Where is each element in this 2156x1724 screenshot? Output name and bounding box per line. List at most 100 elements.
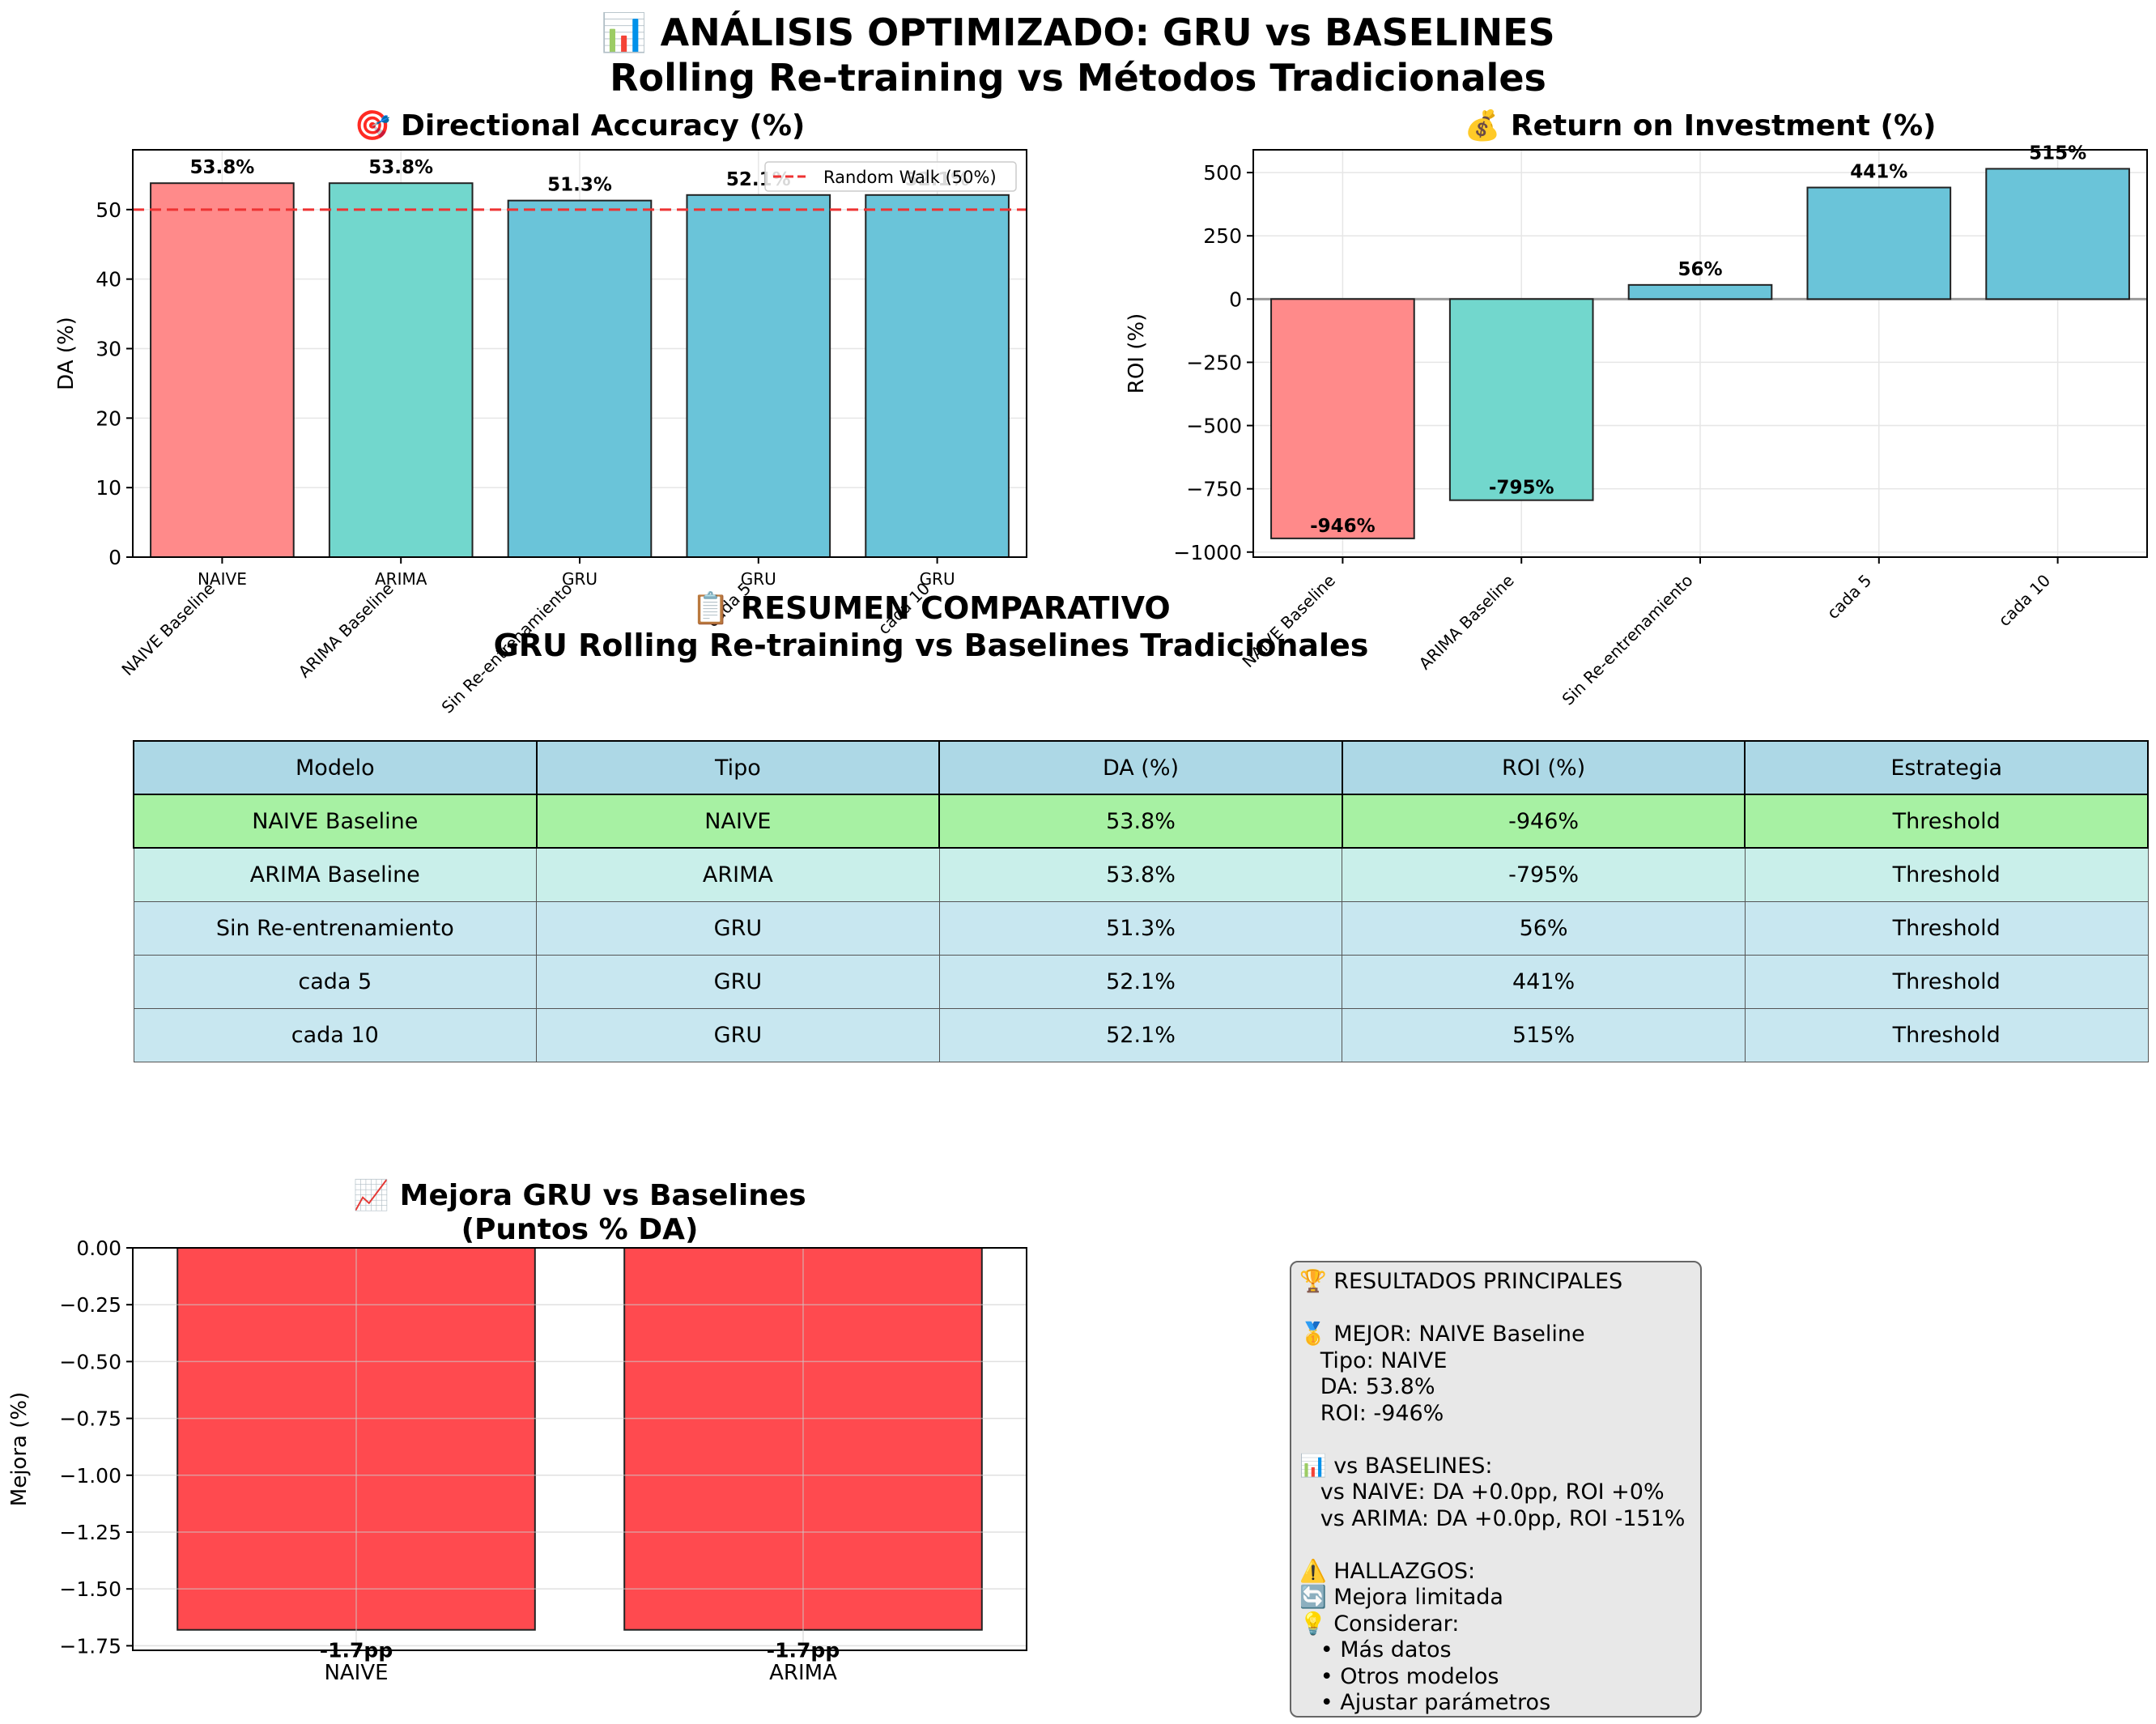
da-bar bbox=[686, 194, 831, 558]
table-cell: Sin Re-entrenamiento bbox=[133, 900, 538, 956]
mejora-bar-chart: 0.00 −0.25 −0.50 −0.75 −1.00 −1.25 −1.50 −1.75 M… bbox=[7, 1237, 1027, 1685]
y-tick-label: 250 bbox=[1203, 224, 1242, 248]
summary-title: 📋 RESUMEN COMPARATIVO GRU Rolling Re-tra… bbox=[0, 590, 1862, 664]
da-data-label: 51.3% bbox=[547, 175, 612, 196]
da-bar bbox=[507, 199, 653, 559]
roi-bar-chart: -946% -795% 56% 441% 515% −1000 −750 −500 −250 0 2… bbox=[1125, 143, 2148, 709]
y-axis-label: DA (%) bbox=[54, 317, 79, 390]
y-tick-label: −0.50 bbox=[59, 1350, 121, 1373]
main-title: 📊 ANÁLISIS OPTIMIZADO: GRU vs BASELINES … bbox=[0, 10, 2156, 100]
y-tick-label: 20 bbox=[96, 407, 121, 430]
table-cell: Threshold bbox=[1744, 900, 2149, 956]
y-tick-label: −1.00 bbox=[59, 1464, 121, 1488]
roi-data-label: 56% bbox=[1678, 259, 1722, 280]
y-tick-label: −1.25 bbox=[59, 1521, 121, 1544]
roi-data-label: -795% bbox=[1489, 478, 1554, 499]
table-cell: GRU bbox=[536, 954, 940, 1009]
table-cell: cada 5 bbox=[133, 954, 538, 1009]
table-column-header: Modelo bbox=[133, 740, 538, 795]
roi-bar bbox=[1627, 283, 1773, 300]
table-row: NAIVE Baseline NAIVE 53.8% -946% Threshold bbox=[133, 794, 2149, 849]
table-cell: Threshold bbox=[1744, 847, 2149, 902]
table-cell: 53.8% bbox=[938, 847, 1343, 902]
x-tick-label-top: NAIVE bbox=[198, 569, 247, 589]
mejora-title-line-1: 📈 Mejora GRU vs Baselines bbox=[353, 1179, 806, 1212]
da-bar-chart: 53.8%53.8%51.3%52.1%52.1%Random Walk (50… bbox=[54, 149, 1027, 717]
table-row: cada 5 GRU 52.1% 441% Threshold bbox=[133, 954, 2149, 1009]
table-column-header: DA (%) bbox=[938, 740, 1343, 795]
y-tick-label: 50 bbox=[96, 198, 121, 222]
da-chart-title: 🎯 Directional Accuracy (%) bbox=[354, 109, 806, 143]
table-row: ARIMA Baseline ARIMA 53.8% -795% Threshold bbox=[133, 847, 2149, 902]
table-cell: GRU bbox=[536, 900, 940, 956]
mejora-chart-title: 📈 Mejora GRU vs Baselines (Puntos % DA) bbox=[133, 1179, 1027, 1247]
roi-bar bbox=[1270, 298, 1415, 539]
table-row: cada 10 GRU 52.1% 515% Threshold bbox=[133, 1007, 2149, 1062]
x-tick-label-top: GRU bbox=[920, 569, 955, 589]
results-summary-box: 🏆 RESULTADOS PRINCIPALES 🥇 MEJOR: NAIVE … bbox=[1290, 1261, 1702, 1718]
x-tick-label-top: GRU bbox=[741, 569, 776, 589]
table-cell: -795% bbox=[1342, 847, 1746, 902]
table-cell: Threshold bbox=[1744, 1007, 2149, 1062]
summary-table: Modelo Tipo DA (%) ROI (%) Estrategia NAIVE … bbox=[133, 740, 2149, 1062]
x-tick-label: cada 10 bbox=[1995, 571, 2055, 631]
mejora-data-label: -1.7pp bbox=[767, 1639, 840, 1662]
x-tick-label-top: ARIMA bbox=[375, 569, 427, 589]
roi-chart-title: 💰 Return on Investment (%) bbox=[1464, 109, 1937, 143]
table-cell: -946% bbox=[1341, 794, 1746, 849]
table-cell: 515% bbox=[1342, 1007, 1746, 1062]
table-column-header: Tipo bbox=[535, 740, 941, 795]
summary-title-line-2: GRU Rolling Re-training vs Baselines Tra… bbox=[493, 628, 1369, 663]
table-cell: NAIVE Baseline bbox=[133, 794, 538, 849]
table-cell: NAIVE bbox=[535, 794, 941, 849]
plot-frame bbox=[132, 1247, 1027, 1651]
table-cell: Threshold bbox=[1744, 794, 2149, 849]
table-row: Sin Re-entrenamiento GRU 51.3% 56% Threshold bbox=[133, 900, 2149, 956]
table-cell: 53.8% bbox=[938, 794, 1343, 849]
y-tick-label: 0 bbox=[1229, 287, 1242, 311]
table-cell: ARIMA Baseline bbox=[133, 847, 538, 902]
da-bar bbox=[865, 194, 1010, 558]
mejora-title-line-2: (Puntos % DA) bbox=[461, 1213, 699, 1246]
y-tick-label: −0.25 bbox=[59, 1293, 121, 1317]
y-tick-label: −500 bbox=[1186, 415, 1242, 438]
roi-data-label: 515% bbox=[2029, 143, 2086, 164]
y-tick-label: −0.75 bbox=[59, 1407, 121, 1431]
table-cell: 52.1% bbox=[938, 954, 1343, 1009]
y-tick-label: 500 bbox=[1203, 161, 1242, 185]
y-tick-label: −1.50 bbox=[59, 1577, 121, 1601]
table-cell: Threshold bbox=[1744, 954, 2149, 1009]
da-bar bbox=[150, 182, 295, 559]
table-cell: ARIMA bbox=[536, 847, 940, 902]
roi-data-label: 441% bbox=[1850, 162, 1907, 183]
roi-bar bbox=[1448, 298, 1594, 501]
y-tick-label: 30 bbox=[96, 337, 121, 360]
da-data-label: 53.8% bbox=[368, 157, 433, 178]
y-tick-label: 0.00 bbox=[76, 1237, 121, 1260]
y-axis-label: ROI (%) bbox=[1125, 313, 1149, 394]
y-tick-label: 0 bbox=[108, 546, 121, 569]
main-title-line-2: Rolling Re-training vs Métodos Tradicion… bbox=[610, 56, 1546, 100]
table-cell: 51.3% bbox=[938, 900, 1343, 956]
table-cell: 441% bbox=[1342, 954, 1746, 1009]
legend-label: Random Walk (50%) bbox=[823, 168, 997, 187]
table-cell: 52.1% bbox=[938, 1007, 1343, 1062]
y-tick-label: 10 bbox=[96, 476, 121, 500]
roi-bar bbox=[1806, 186, 1952, 300]
main-title-line-1: 📊 ANÁLISIS OPTIMIZADO: GRU vs BASELINES bbox=[601, 11, 1555, 54]
roi-data-label: -946% bbox=[1310, 516, 1376, 537]
summary-title-line-1: 📋 RESUMEN COMPARATIVO bbox=[691, 590, 1171, 626]
mejora-data-label: -1.7pp bbox=[320, 1639, 393, 1662]
y-axis-label: Mejora (%) bbox=[7, 1392, 32, 1506]
roi-bar bbox=[1985, 168, 2130, 300]
y-tick-label: 40 bbox=[96, 268, 121, 292]
table-column-header: ROI (%) bbox=[1341, 740, 1746, 795]
table-header-row: Modelo Tipo DA (%) ROI (%) Estrategia bbox=[133, 740, 2149, 795]
table-cell: GRU bbox=[536, 1007, 940, 1062]
table-cell: cada 10 bbox=[133, 1007, 538, 1062]
da-data-label: 53.8% bbox=[190, 157, 255, 178]
y-tick-label: −1.75 bbox=[59, 1634, 121, 1658]
y-tick-label: −1000 bbox=[1173, 541, 1242, 564]
y-tick-label: −750 bbox=[1186, 478, 1242, 501]
da-bar bbox=[328, 182, 474, 559]
